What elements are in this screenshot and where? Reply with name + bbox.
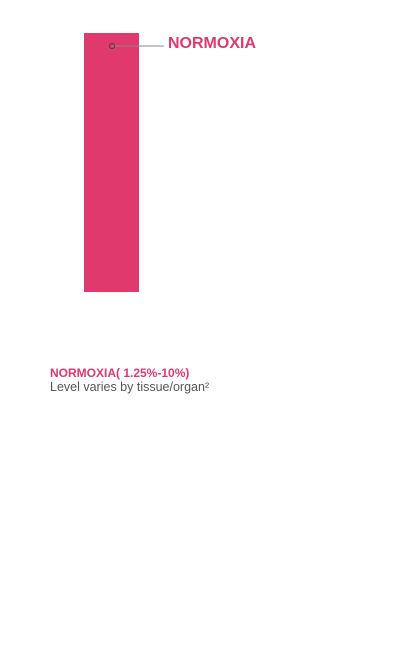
caption: NORMOXIA( 1.25%-10%) Level varies by tis… [50,366,390,395]
caption-note: Level varies by tissue/organ² [50,380,390,395]
caption-title: NORMOXIA( 1.25%-10%) [50,366,390,380]
normoxia-bar [84,33,139,292]
leader-line [108,40,168,52]
normoxia-bar-label: NORMOXIA [168,36,256,52]
